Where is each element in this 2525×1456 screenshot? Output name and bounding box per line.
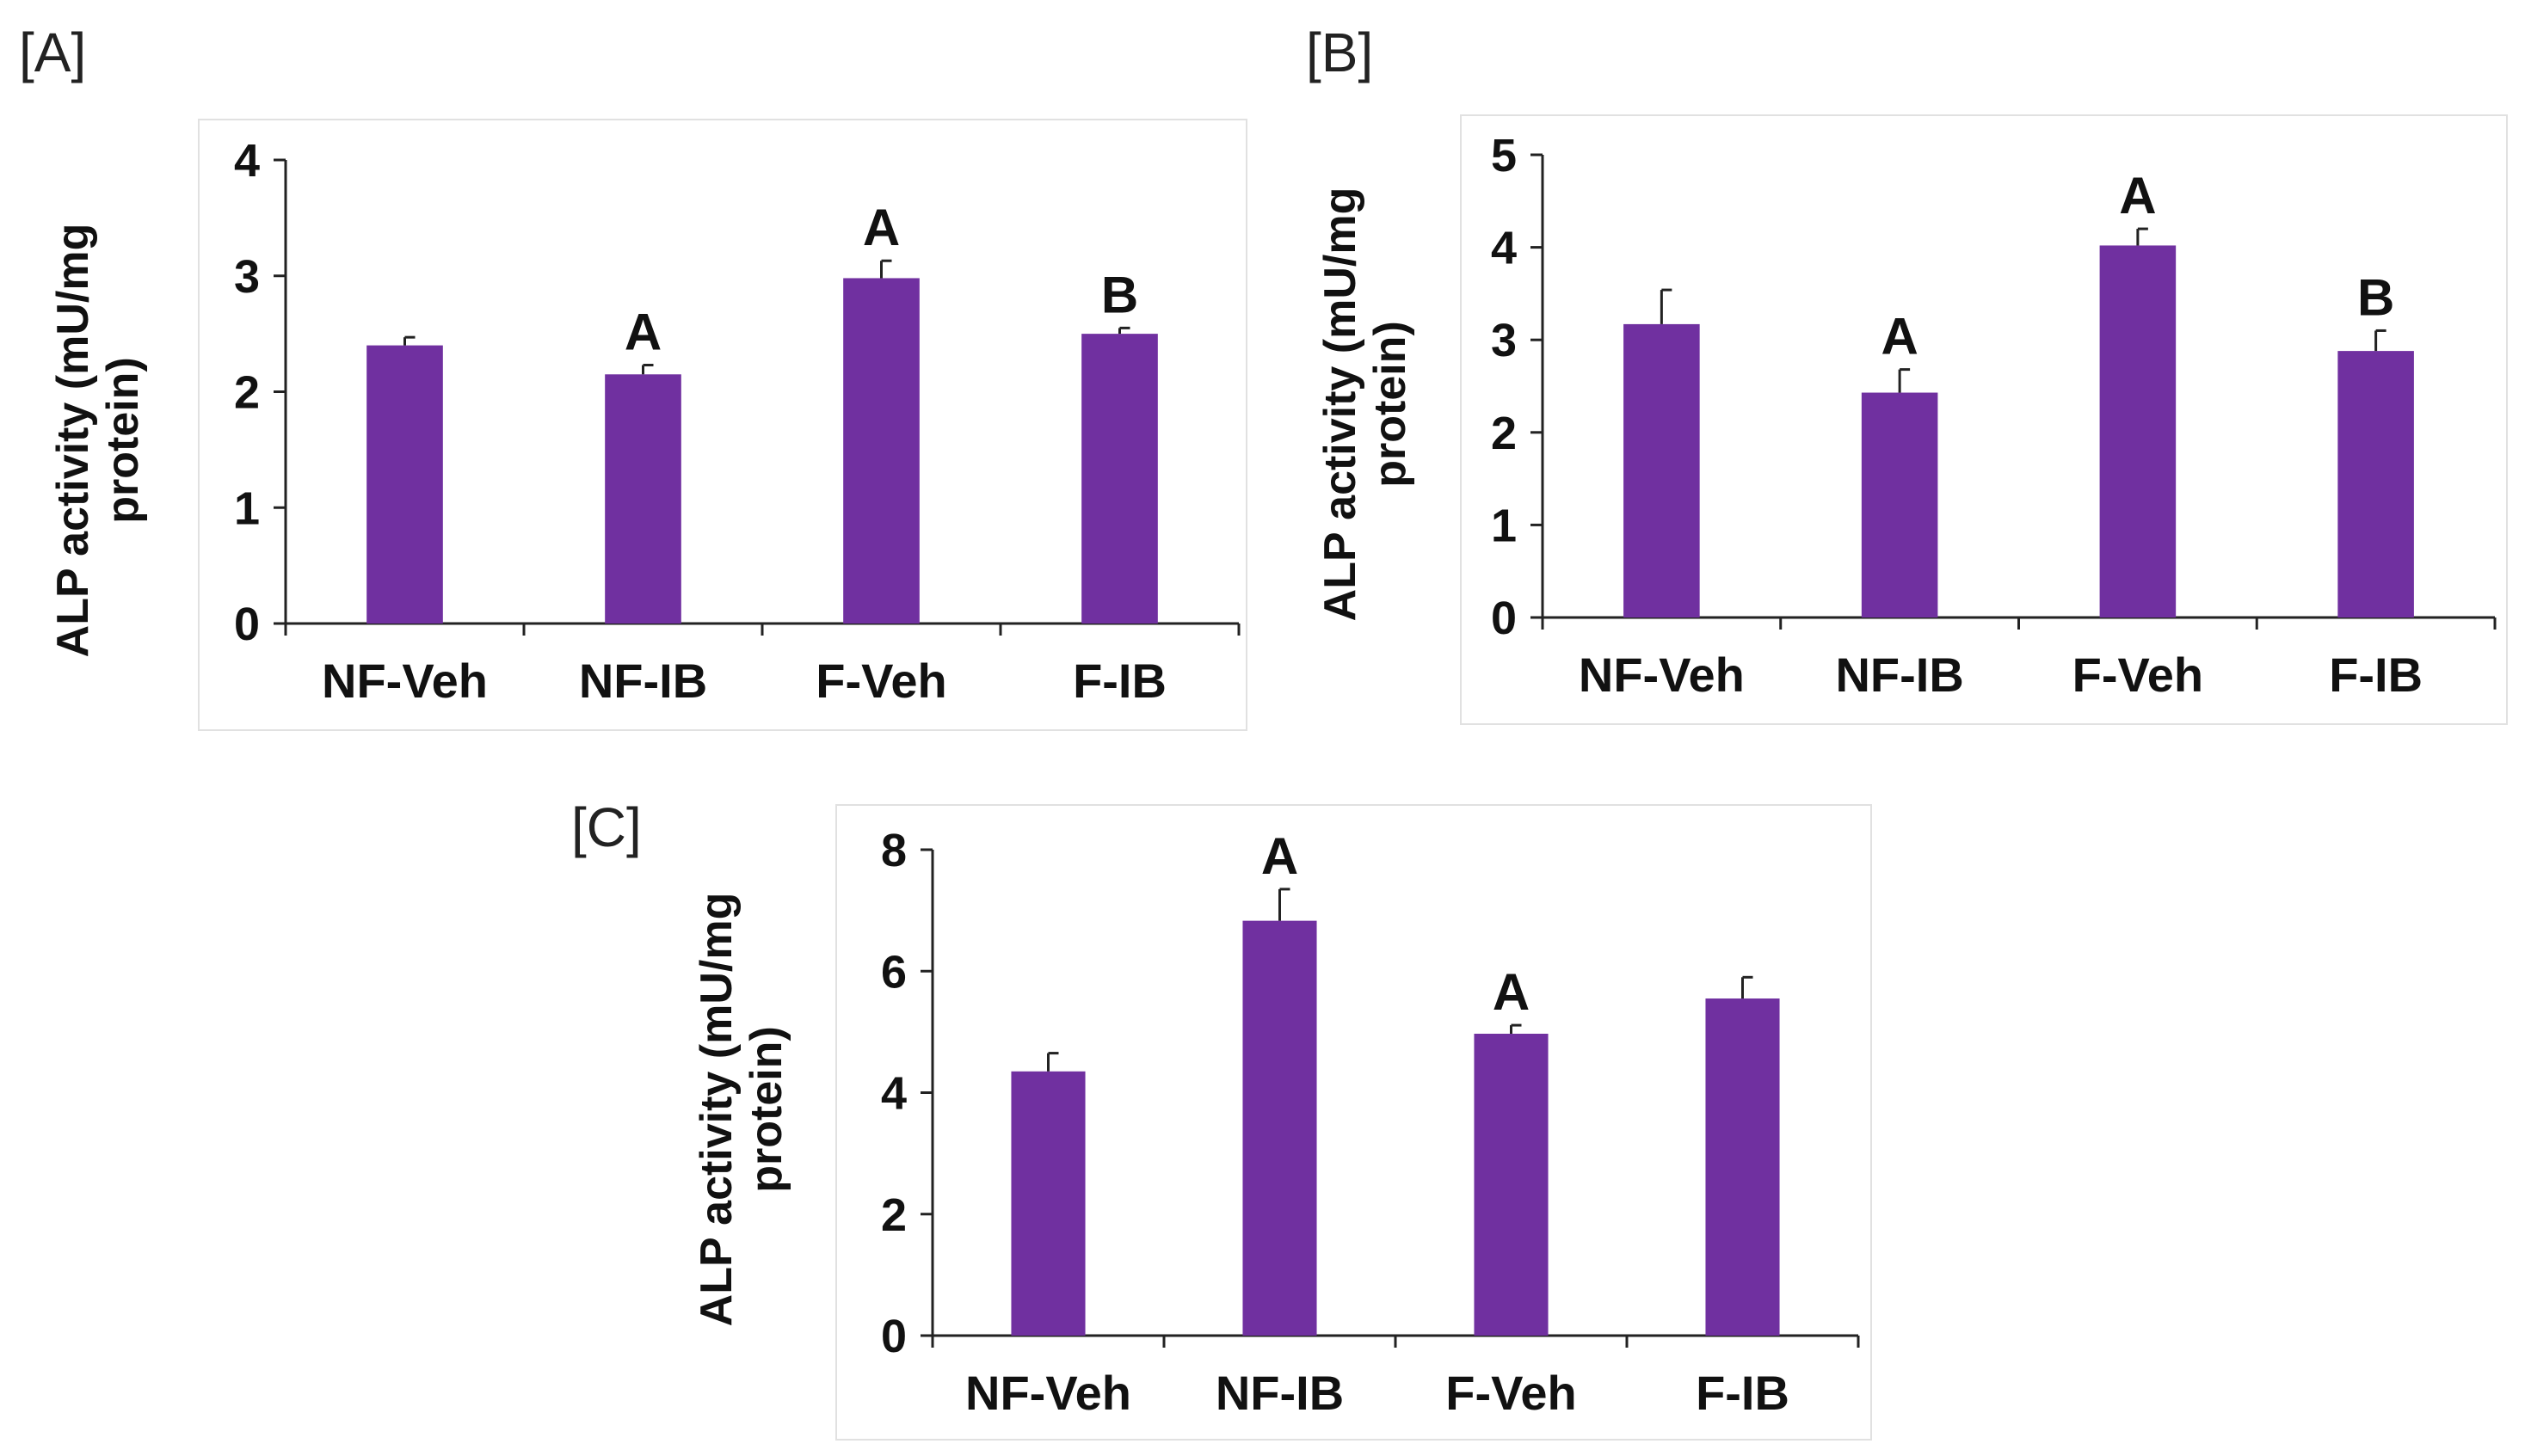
y-tick-label: 6 — [881, 946, 907, 998]
category-label: NF-IB — [1835, 648, 1963, 702]
chart-frame-a — [198, 119, 1247, 731]
bar-f-veh — [2099, 245, 2177, 617]
y-tick-label: 4 — [234, 135, 260, 187]
category-label: F-IB — [1073, 654, 1167, 708]
bar-f-ib — [1081, 334, 1158, 624]
category-label: NF-IB — [1216, 1366, 1344, 1420]
bar-f-veh — [843, 278, 920, 624]
category-label: NF-Veh — [1579, 648, 1745, 702]
bar-nf-ib — [605, 374, 681, 624]
significance-label: A — [1493, 963, 1530, 1021]
bar-nf-veh — [366, 345, 443, 624]
category-label: F-Veh — [816, 654, 946, 708]
bar-nf-ib — [1861, 392, 1938, 617]
y-tick-label: 2 — [1491, 408, 1517, 459]
y-axis-title-line1: ALP activity (mU/mg — [1315, 187, 1365, 622]
significance-label: A — [2119, 167, 2156, 224]
y-tick-label: 0 — [881, 1311, 907, 1362]
category-label: F-IB — [1696, 1366, 1789, 1420]
bar-f-ib — [2337, 351, 2414, 617]
y-axis-title-line2: protein) — [742, 1026, 791, 1193]
y-tick-label: 4 — [881, 1068, 907, 1120]
category-label: F-Veh — [2072, 648, 2203, 702]
y-axis-title: ALP activity (mU/mgprotein) — [1315, 187, 1415, 622]
bar-nf-veh — [1623, 323, 1700, 617]
y-tick-label: 2 — [881, 1189, 907, 1241]
y-tick-label: 1 — [1491, 500, 1517, 551]
y-tick-label: 8 — [881, 825, 907, 876]
y-tick-label: 1 — [234, 482, 260, 534]
chart-panel-c: 0 2 4 6 8 NF-Veh A NF-IB A F-Veh F-IB ALP activity … — [692, 825, 1860, 1420]
y-tick-label: 3 — [1491, 315, 1517, 366]
category-label: NF-Veh — [322, 654, 488, 708]
y-axis-title: ALP activity (mU/mgprotein) — [48, 224, 148, 658]
panel-letter-b: [B] — [1306, 22, 1374, 83]
bar-nf-ib — [1242, 920, 1317, 1336]
category-label: F-IB — [2329, 648, 2423, 702]
y-tick-label: 5 — [1491, 130, 1517, 181]
significance-label: B — [1101, 266, 1138, 323]
y-tick-label: 2 — [234, 367, 260, 419]
y-tick-label: 0 — [1491, 593, 1517, 644]
significance-label: B — [2357, 268, 2394, 326]
chart-frame-c — [835, 804, 1872, 1441]
y-axis-title-line1: ALP activity (mU/mg — [692, 893, 742, 1327]
y-tick-label: 4 — [1491, 223, 1517, 274]
y-axis-title-line2: protein) — [98, 357, 148, 524]
significance-label: A — [863, 199, 900, 256]
y-tick-label: 0 — [234, 599, 260, 650]
chart-panel-a: 0 1 2 3 4 NF-Veh A NF-IB A F-Veh B F-IB ALP activity… — [48, 135, 1241, 708]
category-label: NF-Veh — [965, 1366, 1131, 1420]
significance-label: A — [1261, 827, 1298, 885]
bar-f-ib — [1705, 998, 1780, 1336]
category-label: F-Veh — [1445, 1366, 1576, 1420]
y-axis-title-line1: ALP activity (mU/mg — [48, 224, 98, 658]
chart-frame-b — [1460, 114, 2508, 725]
bar-f-veh — [1474, 1033, 1549, 1336]
y-axis-title: ALP activity (mU/mgprotein) — [692, 893, 791, 1327]
panel-letter-c: [C] — [571, 796, 642, 858]
y-tick-label: 3 — [234, 251, 260, 303]
category-label: NF-IB — [579, 654, 707, 708]
bar-nf-veh — [1011, 1071, 1086, 1336]
significance-label: A — [625, 304, 662, 361]
panel-letter-a: [A] — [19, 22, 87, 83]
significance-label: A — [1881, 308, 1918, 366]
y-axis-title-line2: protein) — [1365, 321, 1415, 488]
chart-panel-b: 0 1 2 3 4 5 NF-Veh A NF-IB A F-Veh B F-IB ALP activit… — [1315, 130, 2497, 702]
